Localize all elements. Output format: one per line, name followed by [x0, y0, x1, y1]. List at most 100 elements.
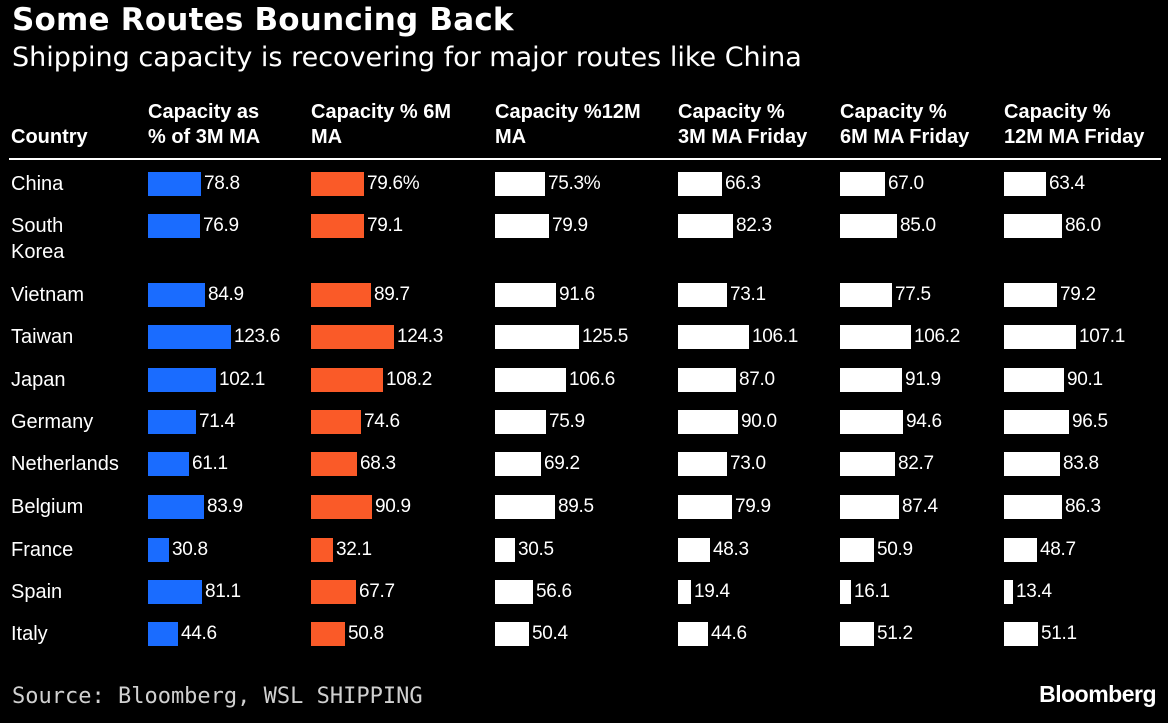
value-label: 90.1	[1067, 369, 1103, 390]
country-label-line: South	[11, 215, 64, 237]
bar-spain-col2	[311, 580, 356, 604]
value-label: 86.3	[1065, 496, 1101, 517]
country-label-line: Korea	[11, 241, 65, 263]
value-label: 71.4	[199, 411, 235, 432]
bar-vietnam-col5	[840, 283, 892, 307]
value-label: 56.6	[536, 581, 572, 602]
value-label: 73.1	[730, 284, 766, 305]
value-label: 61.1	[192, 453, 228, 474]
bar-germany-col3	[495, 410, 546, 434]
bar-south-korea-col1	[148, 214, 200, 238]
bar-south-korea-col5	[840, 214, 897, 238]
value-label: 87.4	[902, 496, 938, 517]
country-label-south-korea: South Korea	[11, 213, 64, 265]
value-label: 50.8	[348, 623, 384, 644]
value-label: 68.3	[360, 453, 396, 474]
value-label: 108.2	[386, 369, 433, 390]
bar-belgium-col4	[678, 495, 732, 519]
chart-subtitle: Shipping capacity is recovering for majo…	[12, 42, 802, 73]
value-label: 86.0	[1065, 215, 1101, 236]
country-label-line: Belgium	[11, 496, 84, 518]
value-label: 74.6	[364, 411, 400, 432]
value-label: 30.5	[518, 539, 554, 560]
value-label: 91.6	[559, 284, 595, 305]
value-label: 90.0	[741, 411, 777, 432]
column-header-country: Country	[11, 126, 88, 148]
bar-netherlands-col6	[1004, 452, 1060, 476]
column-header-line: Capacity %	[678, 101, 785, 123]
bar-france-col2	[311, 538, 333, 562]
column-header-line: Capacity %	[840, 101, 947, 123]
country-label-taiwan: Taiwan	[11, 324, 73, 350]
country-label-netherlands: Netherlands	[11, 451, 119, 477]
value-label: 79.6%	[367, 173, 420, 194]
value-label: 69.2	[544, 453, 580, 474]
source-note: Source: Bloomberg, WSL SHIPPING	[12, 684, 423, 709]
value-label: 63.4	[1049, 173, 1085, 194]
value-label: 107.1	[1079, 326, 1126, 347]
bar-spain-col5	[840, 580, 851, 604]
value-label: 67.7	[359, 581, 395, 602]
value-label: 79.9	[735, 496, 771, 517]
bar-germany-col4	[678, 410, 738, 434]
column-header-line: 6M MA Friday	[840, 126, 970, 148]
bar-south-korea-col4	[678, 214, 733, 238]
value-label: 77.5	[895, 284, 931, 305]
country-label-line: Netherlands	[11, 453, 119, 475]
value-label: 73.0	[730, 453, 766, 474]
value-label: 89.7	[374, 284, 410, 305]
country-label-vietnam: Vietnam	[11, 282, 84, 308]
bar-italy-col1	[148, 622, 178, 646]
bar-france-col3	[495, 538, 515, 562]
bar-japan-col2	[311, 368, 383, 392]
value-label: 84.9	[208, 284, 244, 305]
value-label: 91.9	[905, 369, 941, 390]
value-label: 51.2	[877, 623, 913, 644]
column-header-capacity-12m-ma-friday: Capacity % 12M MA Friday	[1004, 100, 1144, 150]
column-header-line: 12M MA Friday	[1004, 126, 1145, 148]
bar-taiwan-col5	[840, 325, 911, 349]
bar-taiwan-col2	[311, 325, 394, 349]
column-header-line: 3M MA Friday	[678, 126, 808, 148]
bar-italy-col5	[840, 622, 874, 646]
bar-vietnam-col4	[678, 283, 727, 307]
value-label: 106.1	[752, 326, 799, 347]
value-label: 66.3	[725, 173, 761, 194]
value-label: 87.0	[739, 369, 775, 390]
value-label: 48.7	[1040, 539, 1076, 560]
value-label: 96.5	[1072, 411, 1108, 432]
country-label-italy: Italy	[11, 621, 48, 647]
value-label: 32.1	[336, 539, 372, 560]
bar-italy-col4	[678, 622, 708, 646]
column-header-line: MA	[311, 126, 343, 148]
bar-south-korea-col3	[495, 214, 549, 238]
bar-belgium-col5	[840, 495, 899, 519]
value-label: 75.9	[549, 411, 585, 432]
column-header-line: MA	[495, 126, 527, 148]
value-label: 83.9	[207, 496, 243, 517]
bar-italy-col2	[311, 622, 345, 646]
bar-japan-col6	[1004, 368, 1064, 392]
value-label: 44.6	[181, 623, 217, 644]
bar-spain-col4	[678, 580, 691, 604]
value-label: 106.2	[914, 326, 961, 347]
value-label: 89.5	[558, 496, 594, 517]
bar-france-col5	[840, 538, 874, 562]
country-label-line: Germany	[11, 411, 94, 433]
value-label: 83.8	[1063, 453, 1099, 474]
bar-france-col1	[148, 538, 169, 562]
bar-china-col5	[840, 172, 885, 196]
bar-germany-col2	[311, 410, 361, 434]
value-label: 75.3%	[548, 173, 601, 194]
country-label-line: Spain	[11, 581, 63, 603]
country-label-line: Taiwan	[11, 326, 74, 348]
bar-taiwan-col4	[678, 325, 749, 349]
bar-belgium-col2	[311, 495, 372, 519]
column-header-capacity-3m-ma-friday: Capacity % 3M MA Friday	[678, 100, 807, 150]
bar-china-col3	[495, 172, 545, 196]
country-label-line: China	[11, 173, 64, 195]
bar-netherlands-col1	[148, 452, 189, 476]
column-header-line: Capacity % 6M	[311, 101, 452, 123]
bar-taiwan-col6	[1004, 325, 1076, 349]
bar-netherlands-col3	[495, 452, 541, 476]
